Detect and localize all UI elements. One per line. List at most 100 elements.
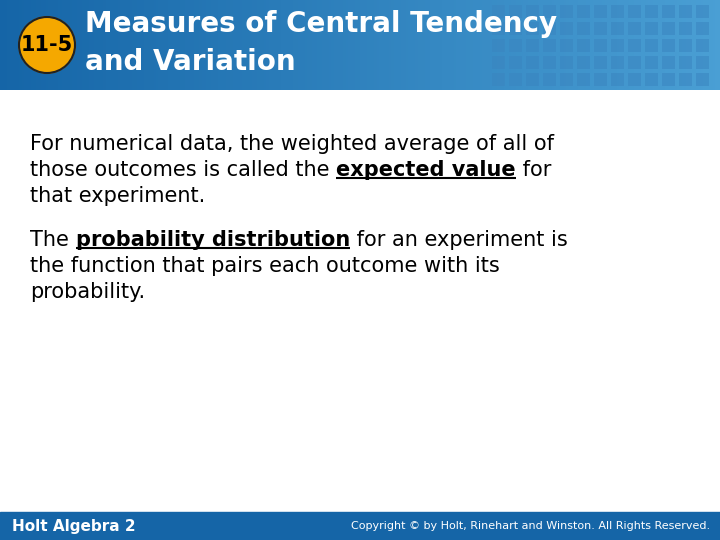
Bar: [562, 0, 565, 90]
Bar: [389, 0, 392, 90]
Bar: [511, 0, 515, 90]
Bar: [571, 0, 575, 90]
Bar: [132, 0, 135, 90]
Bar: [269, 0, 272, 90]
Bar: [266, 0, 270, 90]
Bar: [17, 0, 20, 90]
Bar: [214, 0, 217, 90]
Bar: [346, 0, 349, 90]
Bar: [221, 0, 224, 90]
Bar: [679, 73, 692, 86]
Bar: [611, 56, 624, 69]
Text: The: The: [30, 230, 76, 250]
Text: expected value: expected value: [336, 160, 516, 180]
Bar: [645, 39, 658, 52]
Bar: [552, 0, 555, 90]
Bar: [377, 0, 380, 90]
Bar: [163, 0, 166, 90]
Bar: [506, 0, 510, 90]
Bar: [391, 0, 395, 90]
Bar: [430, 0, 433, 90]
Bar: [113, 0, 116, 90]
Bar: [243, 0, 246, 90]
Bar: [94, 0, 97, 90]
Bar: [576, 0, 580, 90]
Bar: [171, 0, 174, 90]
Bar: [0, 0, 4, 90]
Bar: [583, 0, 587, 90]
Bar: [254, 0, 258, 90]
Bar: [485, 0, 488, 90]
Bar: [238, 0, 241, 90]
Bar: [468, 0, 472, 90]
Bar: [117, 0, 121, 90]
Bar: [533, 0, 536, 90]
Bar: [153, 0, 157, 90]
Bar: [295, 0, 299, 90]
Bar: [228, 0, 231, 90]
Bar: [110, 0, 114, 90]
Bar: [365, 0, 368, 90]
Bar: [675, 0, 678, 90]
Bar: [516, 0, 519, 90]
Bar: [341, 0, 344, 90]
Bar: [645, 5, 658, 18]
Bar: [461, 0, 464, 90]
Bar: [646, 0, 649, 90]
Bar: [185, 0, 188, 90]
Bar: [693, 0, 697, 90]
Bar: [194, 0, 198, 90]
Bar: [631, 0, 634, 90]
Bar: [624, 0, 627, 90]
Bar: [274, 0, 277, 90]
Bar: [146, 0, 150, 90]
Bar: [72, 0, 76, 90]
Bar: [432, 0, 436, 90]
Bar: [650, 0, 654, 90]
Bar: [509, 22, 522, 35]
Bar: [144, 0, 148, 90]
Bar: [362, 0, 366, 90]
Bar: [310, 0, 313, 90]
Bar: [577, 73, 590, 86]
Bar: [577, 22, 590, 35]
Text: probability.: probability.: [30, 282, 145, 302]
Bar: [297, 0, 301, 90]
Bar: [19, 0, 22, 90]
Bar: [643, 0, 647, 90]
Bar: [614, 0, 618, 90]
Bar: [343, 0, 346, 90]
Bar: [29, 0, 32, 90]
Bar: [509, 0, 512, 90]
Bar: [261, 0, 265, 90]
Bar: [696, 73, 709, 86]
Bar: [355, 0, 359, 90]
Bar: [684, 0, 688, 90]
Bar: [315, 0, 318, 90]
Bar: [161, 0, 164, 90]
Bar: [358, 0, 361, 90]
Bar: [207, 0, 210, 90]
Bar: [367, 0, 371, 90]
Bar: [528, 0, 531, 90]
Bar: [348, 0, 351, 90]
Text: Measures of Central Tendency: Measures of Central Tendency: [85, 10, 557, 38]
Bar: [305, 0, 308, 90]
Bar: [492, 39, 505, 52]
Bar: [252, 0, 256, 90]
Bar: [423, 0, 426, 90]
Bar: [509, 73, 522, 86]
Bar: [535, 0, 539, 90]
Bar: [698, 0, 702, 90]
Bar: [475, 0, 479, 90]
Bar: [211, 0, 215, 90]
Bar: [31, 0, 35, 90]
Bar: [384, 0, 387, 90]
Bar: [480, 0, 483, 90]
Bar: [594, 73, 607, 86]
Bar: [639, 0, 642, 90]
Bar: [36, 0, 40, 90]
Bar: [554, 0, 558, 90]
Bar: [667, 0, 670, 90]
Bar: [192, 0, 195, 90]
